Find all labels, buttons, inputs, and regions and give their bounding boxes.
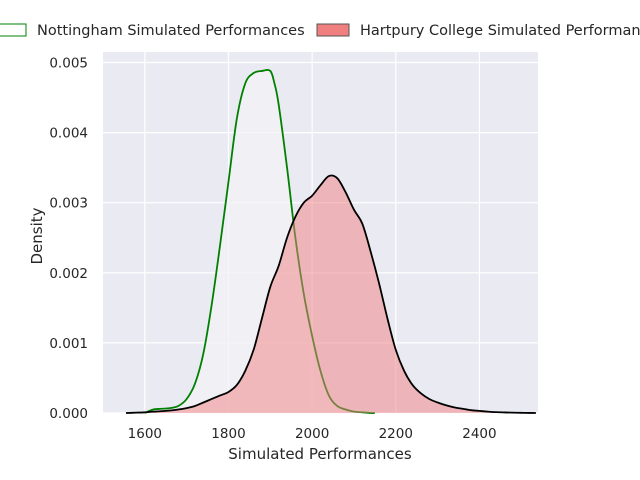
- y-tick-label: 0.003: [49, 196, 88, 212]
- legend: Nottingham Simulated Performances Hartpu…: [0, 23, 640, 39]
- x-tick-label: 2200: [379, 426, 413, 442]
- hartpury-density-area: [126, 175, 536, 413]
- x-tick-label: 1800: [211, 426, 245, 442]
- x-tick-label: 2000: [295, 426, 329, 442]
- legend-swatch-nottingham: [0, 23, 27, 37]
- x-axis-title: Simulated Performances: [228, 445, 412, 463]
- x-axis-ticks: 1600 1800 2000 2200 2400: [128, 426, 497, 442]
- y-tick-label: 0.002: [49, 266, 88, 282]
- series-layer: [125, 69, 536, 414]
- hartpury-density-line: [125, 174, 536, 414]
- y-tick-label: 0.004: [49, 126, 88, 142]
- legend-label-hartpury: Hartpury College Simulated Performances: [360, 23, 640, 39]
- legend-label-nottingham: Nottingham Simulated Performances: [37, 23, 305, 39]
- y-axis-title: Density: [28, 207, 46, 264]
- y-tick-label: 0.000: [49, 406, 88, 422]
- nottingham-density-area: [144, 69, 375, 414]
- x-tick-label: 2400: [462, 426, 496, 442]
- y-axis-ticks: 0.000 0.001 0.002 0.003 0.004 0.005: [49, 56, 88, 422]
- y-tick-label: 0.001: [49, 336, 88, 352]
- y-tick-label: 0.005: [49, 56, 88, 72]
- x-tick-label: 1600: [128, 426, 162, 442]
- legend-swatch-hartpury: [316, 23, 350, 37]
